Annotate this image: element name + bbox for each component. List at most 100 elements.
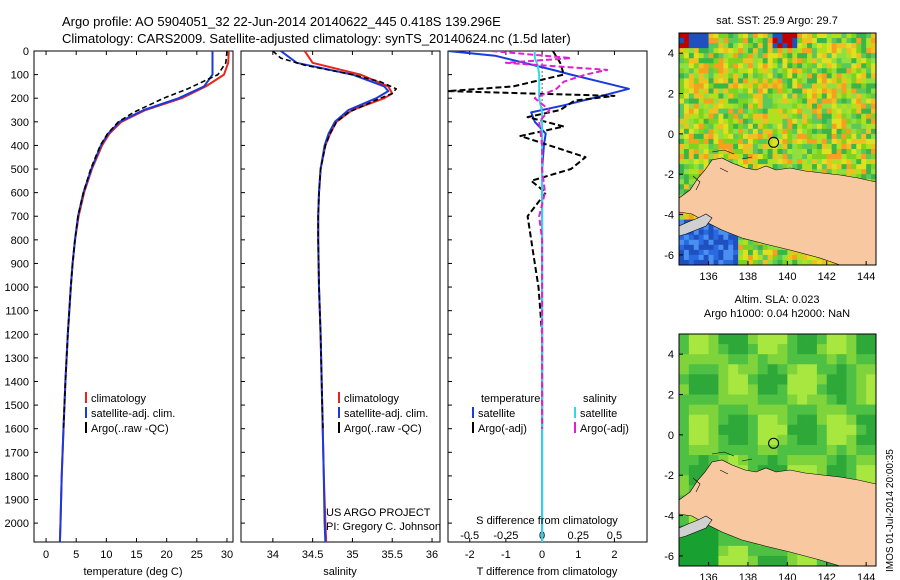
map-cell <box>747 33 754 39</box>
map-cell <box>757 374 769 385</box>
sla-map-panel: Altim. SLA: 0.023 Argo h1000: 0.04 h2000… <box>664 294 877 580</box>
map-cell <box>826 414 837 426</box>
map-cell <box>723 123 729 130</box>
map-cell <box>679 475 690 486</box>
map-cell <box>762 143 769 150</box>
map-cell <box>797 444 808 456</box>
map-cell <box>866 444 876 456</box>
map-cell <box>821 108 828 115</box>
map-cell <box>688 394 700 406</box>
map-cell <box>743 68 749 74</box>
map-cell <box>807 38 813 44</box>
map-cell <box>871 48 876 54</box>
map-cell <box>698 73 705 79</box>
map-cell <box>836 88 842 94</box>
map-cell <box>679 249 685 256</box>
map-cell <box>718 414 729 426</box>
map-cell <box>679 254 685 261</box>
map-cell <box>851 128 857 135</box>
map-cell <box>841 159 847 165</box>
map-cell <box>831 58 837 64</box>
map-cell <box>767 555 778 566</box>
map-cell <box>688 113 695 120</box>
map-cell <box>688 444 700 456</box>
map-cell <box>767 73 773 79</box>
map-cell <box>728 344 739 355</box>
map-cell <box>723 259 729 265</box>
map-cell <box>698 138 705 145</box>
map-cell <box>851 123 857 130</box>
map-cell <box>718 38 724 44</box>
map-cell <box>688 179 695 185</box>
map-cell <box>757 58 764 64</box>
map-cell <box>777 68 783 74</box>
sst-land-new-guinea <box>679 157 876 265</box>
map-cell <box>856 108 862 115</box>
map-cell <box>772 154 778 160</box>
map-cell <box>688 244 695 251</box>
map-cell <box>831 149 837 155</box>
map-cell <box>679 93 685 99</box>
map-cell <box>693 123 700 130</box>
legend-label-s-satellite: satellite <box>580 408 617 420</box>
map-cell <box>816 73 823 79</box>
map-cell <box>797 455 808 466</box>
map-cell <box>816 48 823 54</box>
temperature-plot-frame <box>33 50 234 543</box>
map-cell <box>698 254 705 261</box>
map-cell <box>747 384 759 395</box>
map-cell <box>797 149 803 155</box>
map-cell <box>693 48 700 54</box>
map-cell <box>708 555 719 566</box>
map-cell <box>856 354 867 365</box>
map-cell <box>743 164 749 170</box>
map-cell <box>782 58 788 64</box>
map-cell <box>851 169 857 175</box>
map-cell <box>866 88 872 94</box>
map-cell <box>757 149 764 155</box>
map-cell <box>738 244 744 251</box>
figure-title-line2: Climatology: CARS2009. Satellite-adjuste… <box>62 31 571 46</box>
legend-title-salinity: salinity <box>583 393 617 405</box>
map-cell <box>698 404 709 416</box>
map-cell <box>679 244 685 251</box>
map-cell <box>693 133 700 140</box>
map-cell <box>816 103 823 110</box>
map-cell <box>733 154 739 160</box>
x-tick-label: 20 <box>161 549 173 561</box>
map-cell <box>728 53 734 59</box>
map-cell <box>777 123 783 130</box>
map-cell <box>757 414 769 426</box>
map-cell <box>708 63 714 69</box>
map-cell <box>757 88 764 94</box>
map-cell <box>866 475 876 486</box>
map-cell <box>807 164 813 170</box>
map-cell <box>757 424 769 436</box>
map-cell <box>723 149 729 155</box>
y-tick-label: 1200 <box>5 329 29 341</box>
map-cell <box>841 38 847 44</box>
map-cell <box>752 159 759 165</box>
map-cell <box>807 344 818 355</box>
map-cell <box>802 103 808 110</box>
map-cell <box>747 545 759 557</box>
map-cell <box>762 78 769 84</box>
map-cell <box>762 38 769 44</box>
map-cell <box>688 254 695 261</box>
map-cell <box>816 33 823 39</box>
map-cell <box>777 98 783 105</box>
map-cell <box>718 103 724 110</box>
map-cell <box>807 48 813 54</box>
map-cell <box>679 48 685 54</box>
map-cell <box>787 149 793 155</box>
map-cell <box>836 98 842 105</box>
map-cell <box>797 434 808 446</box>
map-cell <box>728 414 739 426</box>
map-cell <box>816 133 823 140</box>
map-cell <box>762 43 769 49</box>
map-cell <box>743 73 749 79</box>
map-cell <box>826 154 833 160</box>
map-cell <box>792 38 798 44</box>
map-cell <box>718 128 724 135</box>
map-cell <box>738 118 744 125</box>
